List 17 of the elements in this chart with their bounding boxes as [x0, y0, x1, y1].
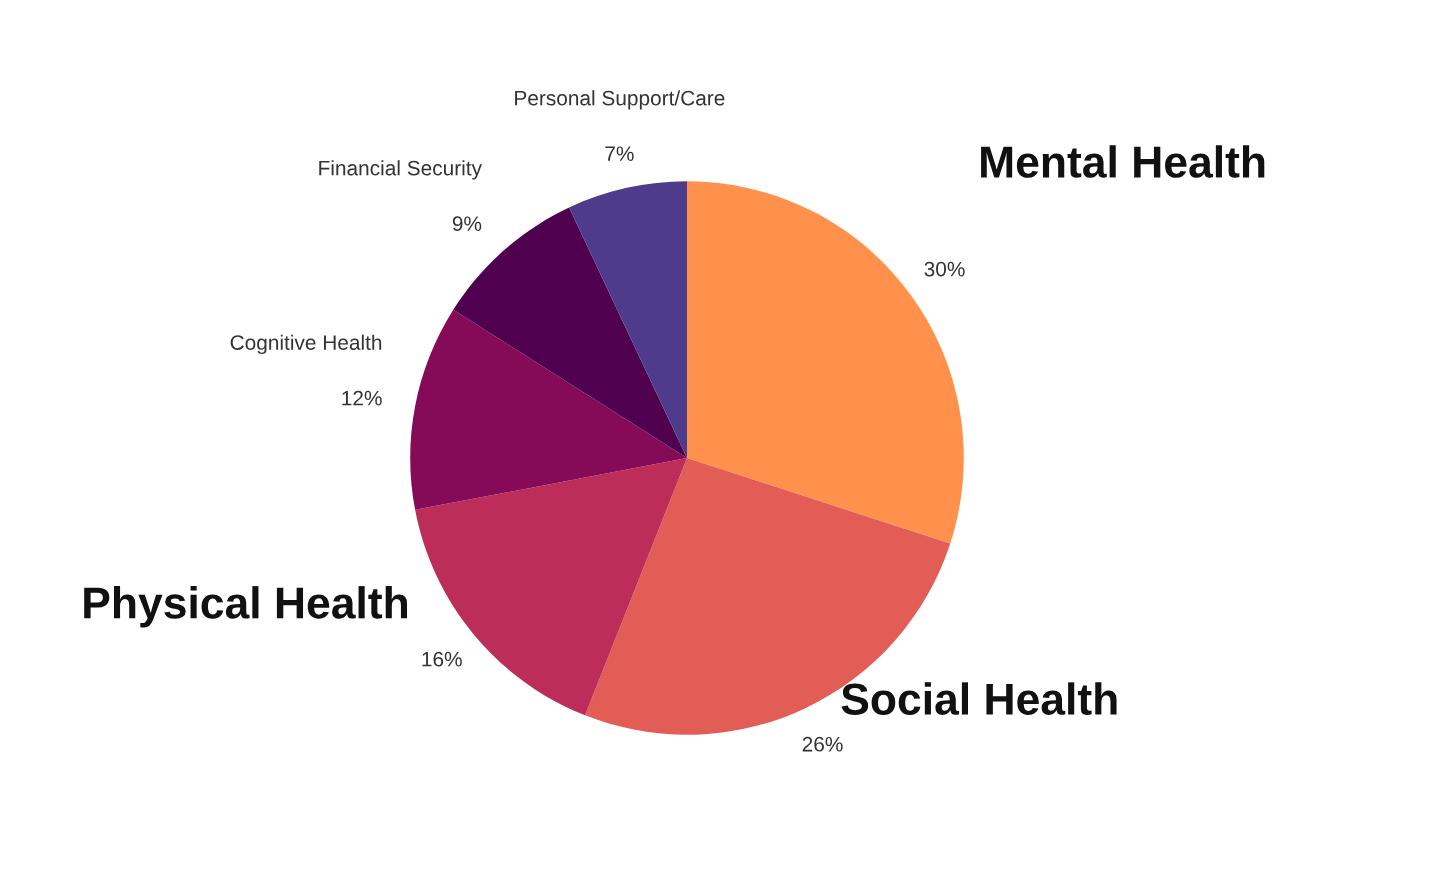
slice-label: Social Health — [841, 682, 1117, 715]
slice-label: Physical Health — [84, 586, 408, 628]
slice-label: Cognitive Health — [230, 334, 382, 355]
pie-slice — [410, 309, 687, 510]
data-label: 12% — [342, 390, 382, 406]
pie-slice — [453, 207, 687, 458]
data-label: 9% — [452, 216, 482, 232]
pie-slice — [687, 181, 964, 544]
data-label: 26% — [802, 736, 843, 752]
pie-slice — [415, 458, 687, 716]
data-label: 30% — [924, 261, 965, 277]
data-label: 7% — [605, 146, 634, 161]
slice-label: Financial Security — [319, 160, 482, 180]
slice-label: Personal Support/Care — [515, 90, 725, 110]
data-label: 16% — [422, 651, 462, 667]
slice-label: Mental Health — [981, 145, 1265, 178]
pie-slice — [569, 181, 687, 458]
